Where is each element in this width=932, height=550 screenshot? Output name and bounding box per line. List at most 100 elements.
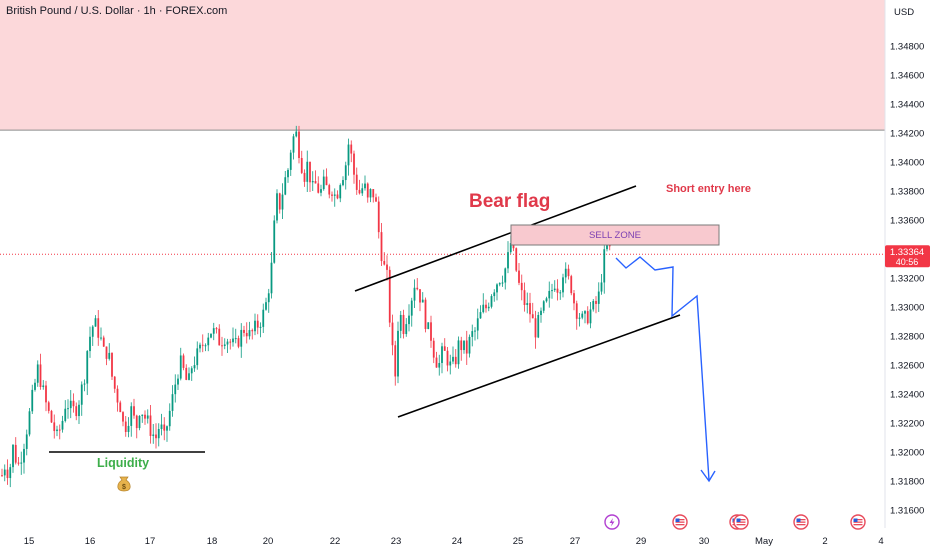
- us-flag-event-icon[interactable]: [672, 514, 688, 530]
- candle-body: [567, 268, 570, 277]
- candle-body: [452, 356, 454, 362]
- price-tick-label: 1.34800: [890, 42, 924, 53]
- candle-body: [80, 384, 83, 405]
- candle-body: [468, 336, 471, 354]
- candle-body: [289, 152, 292, 170]
- candle-body: [64, 408, 67, 421]
- candle-body: [86, 351, 89, 384]
- candle-body: [190, 368, 193, 374]
- candle-body: [603, 249, 606, 283]
- candle-body: [155, 434, 157, 439]
- candle-body: [75, 406, 78, 417]
- candle-body: [416, 287, 419, 290]
- candle-body: [551, 290, 553, 292]
- candle-body: [226, 341, 229, 345]
- symbol-title[interactable]: British Pound / U.S. Dollar · 1h · FOREX…: [6, 5, 228, 17]
- candle-body: [254, 320, 256, 332]
- us-flag-event-icon[interactable]: [733, 514, 749, 530]
- candle-body: [526, 303, 529, 305]
- candle-body: [185, 367, 188, 380]
- candle-body: [42, 385, 45, 387]
- price-tick-label: 1.34000: [890, 158, 924, 169]
- candle-body: [265, 302, 267, 310]
- liquidity-label: Liquidity: [97, 456, 149, 470]
- candle-body: [292, 136, 295, 153]
- currency-label[interactable]: USD: [894, 7, 914, 18]
- candle-body: [298, 131, 300, 159]
- candle-body: [545, 298, 548, 302]
- price-axis[interactable]: [885, 0, 932, 550]
- candle-body: [597, 291, 600, 304]
- price-tick-label: 1.34200: [890, 129, 924, 140]
- candle-body: [562, 277, 564, 293]
- candle-body: [127, 425, 130, 432]
- candle-body: [215, 328, 218, 330]
- price-axis-ticks: 1.34800 1.34600 1.34400 1.34200 1.34000 1.338…: [890, 42, 924, 517]
- candle-body: [78, 404, 80, 417]
- candle-body: [441, 346, 443, 363]
- candle-body: [402, 314, 405, 335]
- sell-zone-box[interactable]: [510, 224, 720, 246]
- bear-flag-upper-line[interactable]: [354, 185, 637, 292]
- candle-body: [490, 296, 493, 307]
- candle-body: [157, 428, 160, 439]
- candle-body: [355, 174, 358, 190]
- candle-body: [28, 411, 31, 435]
- candle-body: [512, 243, 515, 249]
- bear-flag-lower-line[interactable]: [397, 314, 681, 418]
- price-tick-label: 1.33200: [890, 274, 924, 285]
- projection-path[interactable]: [615, 256, 710, 481]
- candle-body: [553, 288, 556, 291]
- candle-body: [394, 345, 397, 377]
- candle-body: [342, 180, 344, 186]
- current-price-value: 1.33364: [890, 247, 924, 258]
- current-price-tag: 1.33364 40:56: [885, 245, 930, 268]
- candle-body: [408, 315, 410, 325]
- money-bag-icon: $: [117, 476, 131, 492]
- candle-body: [113, 376, 116, 389]
- candle-body: [405, 324, 408, 335]
- resistance-zone: [0, 0, 885, 131]
- candle-body: [575, 303, 578, 319]
- time-tick-label: 30: [699, 536, 710, 547]
- candle-body: [317, 183, 320, 193]
- candle-body: [141, 414, 144, 416]
- candle-body: [375, 197, 377, 202]
- candle-body: [69, 400, 72, 409]
- candle-body: [67, 408, 69, 410]
- time-tick-label: 24: [452, 536, 463, 547]
- candle-body: [174, 384, 177, 395]
- candle-body: [248, 330, 251, 337]
- time-tick-label: 20: [263, 536, 274, 547]
- candle-body: [94, 318, 97, 327]
- candle-body: [193, 365, 196, 369]
- short-entry-label: Short entry here: [666, 183, 751, 195]
- price-tick-label: 1.31600: [890, 506, 924, 517]
- candle-body: [89, 336, 91, 352]
- candle-body: [306, 161, 309, 182]
- candle-body: [573, 293, 575, 304]
- candle-body: [353, 153, 355, 175]
- candle-body: [548, 290, 551, 299]
- lightning-event-icon[interactable]: [604, 514, 620, 530]
- candle-body: [542, 301, 545, 311]
- candle-body: [300, 158, 303, 173]
- candle-body: [163, 424, 166, 431]
- candle-body: [237, 338, 240, 347]
- candle-body: [116, 388, 119, 403]
- candle-body: [100, 337, 102, 339]
- us-flag-event-icon[interactable]: [793, 514, 809, 530]
- candle-body: [243, 329, 245, 333]
- event-flags: [672, 514, 866, 530]
- candle-body: [482, 304, 485, 313]
- candle-body: [496, 284, 498, 293]
- us-flag-event-icon[interactable]: [850, 514, 866, 530]
- candle-body: [520, 282, 523, 291]
- candle-body: [14, 444, 17, 463]
- bear-flag-label: Bear flag: [469, 191, 550, 212]
- candle-body: [166, 426, 168, 431]
- candle-body: [344, 165, 347, 181]
- candle-body: [487, 306, 490, 309]
- candle-body: [144, 414, 146, 419]
